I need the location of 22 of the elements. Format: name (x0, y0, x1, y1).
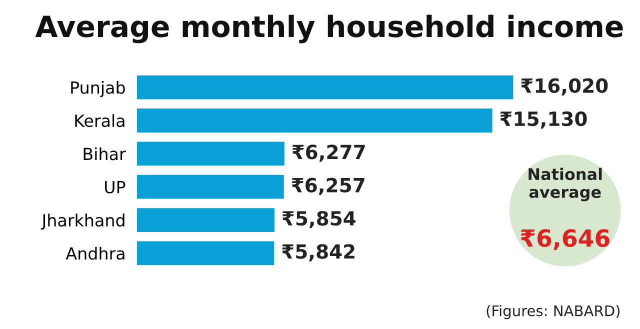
bar (136, 241, 274, 266)
y-tick-label: Bihar (84, 147, 126, 160)
data-label: ₹6,277 (292, 144, 365, 162)
y-tick-label: Andhra (66, 246, 124, 260)
data-label: ₹5,854 (282, 210, 356, 228)
bar (136, 108, 492, 132)
text: (Figures: NABARD) (486, 305, 620, 320)
y-tick-label: Kerala (75, 114, 124, 128)
y-tick-label: UP (105, 181, 126, 194)
text: National average (528, 168, 602, 202)
chart-title: Average monthly household income (35, 14, 623, 44)
y-tick-label: Jharkhand (40, 214, 124, 230)
text: ₹6,646 (520, 229, 610, 250)
data-label: ₹5,842 (282, 244, 354, 262)
data-label: ₹6,257 (292, 178, 364, 195)
bar (136, 142, 284, 166)
bar (136, 75, 514, 100)
data-label: ₹16,020 (521, 78, 608, 96)
bar (136, 174, 284, 199)
y-tick-label: Punjab (71, 80, 125, 98)
data-label: ₹15,130 (500, 111, 587, 129)
bar (136, 208, 274, 232)
